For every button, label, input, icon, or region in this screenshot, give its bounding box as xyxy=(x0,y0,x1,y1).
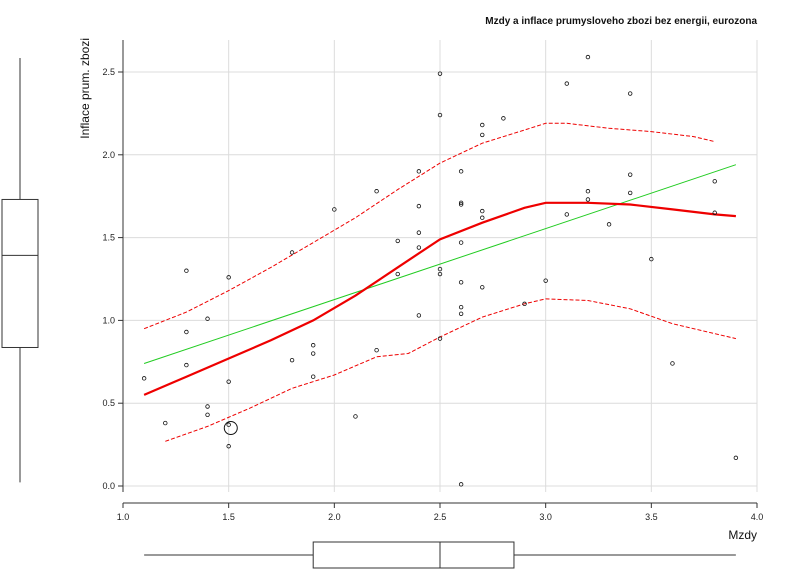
data-point xyxy=(374,348,379,353)
data-point xyxy=(458,169,464,174)
data-point xyxy=(480,132,485,138)
data-point xyxy=(628,172,633,177)
data-point xyxy=(205,404,210,409)
data-point xyxy=(226,379,231,384)
data-point xyxy=(437,112,443,118)
data-point xyxy=(543,278,548,283)
data-point xyxy=(501,116,506,121)
data-point xyxy=(458,240,464,245)
data-point xyxy=(480,215,485,220)
y-axis-title: Inflace prum. zbozi xyxy=(78,38,92,139)
linear-fit-line xyxy=(143,164,737,364)
axes: 1.0 1.5 2.0 2.5 3.0 3.5 4.0 0.0 0.5 1.0 1.5 2.0 2.5 xyxy=(102,40,763,522)
data-point xyxy=(395,238,400,244)
y-tick-label: 2.5 xyxy=(102,67,115,77)
data-point xyxy=(289,250,295,255)
data-point xyxy=(416,245,422,250)
data-point xyxy=(458,304,464,310)
data-point xyxy=(184,362,189,368)
data-point xyxy=(564,81,569,86)
x-tick-label: 2.0 xyxy=(328,512,341,522)
grid xyxy=(122,40,758,492)
data-point xyxy=(649,256,654,262)
y-tick-label: 2.0 xyxy=(102,150,115,160)
x-tick-label: 4.0 xyxy=(751,512,764,522)
boxplots xyxy=(1,58,736,569)
smooth-line xyxy=(143,201,736,396)
data-point xyxy=(712,179,717,184)
data-point xyxy=(458,200,464,206)
data-point xyxy=(141,376,147,381)
data-point xyxy=(184,329,189,335)
data-point xyxy=(416,203,422,209)
data-point xyxy=(416,230,422,235)
data-point xyxy=(458,311,464,316)
data-point xyxy=(416,313,422,318)
data-point xyxy=(353,414,358,419)
data-point xyxy=(670,361,675,366)
data-point xyxy=(311,374,316,379)
y-tick-label: 1.5 xyxy=(102,233,115,243)
chart-title: Mzdy a inflace prumysloveho zbozi bez en… xyxy=(485,16,757,27)
data-point xyxy=(226,444,231,449)
x-tick-label: 1.5 xyxy=(222,512,235,522)
data-point xyxy=(395,271,400,277)
highlighted-point xyxy=(223,421,238,436)
band-upper-line xyxy=(143,122,715,330)
data-point xyxy=(226,275,231,280)
y-boxplot-box xyxy=(1,198,39,348)
data-point xyxy=(205,412,210,417)
data-point xyxy=(628,190,633,196)
data-point xyxy=(480,208,485,214)
data-point xyxy=(416,169,422,174)
points-layer xyxy=(141,54,739,487)
y-tick-label: 1.0 xyxy=(102,315,115,325)
data-point xyxy=(163,420,168,426)
data-point xyxy=(480,285,485,290)
data-point xyxy=(585,189,591,194)
data-point xyxy=(437,266,443,272)
x-boxplot-box xyxy=(312,541,515,569)
data-point xyxy=(458,280,464,285)
data-point xyxy=(437,271,443,277)
x-axis-title: Mzdy xyxy=(728,528,757,542)
data-point xyxy=(458,482,464,487)
data-point xyxy=(184,268,189,273)
data-point xyxy=(628,91,633,96)
data-point xyxy=(332,207,337,212)
data-point xyxy=(226,422,231,427)
data-point xyxy=(289,357,295,363)
x-tick-label: 2.5 xyxy=(434,512,447,522)
x-tick-label: 3.5 xyxy=(645,512,658,522)
data-point xyxy=(585,197,591,202)
data-point xyxy=(733,455,739,461)
data-point xyxy=(458,202,464,207)
data-point xyxy=(585,54,591,60)
y-tick-label: 0.0 xyxy=(102,481,115,491)
data-point xyxy=(606,222,612,227)
data-point xyxy=(437,336,443,341)
data-point xyxy=(564,212,569,217)
data-point xyxy=(437,71,443,76)
data-point xyxy=(311,351,316,356)
data-point xyxy=(311,343,316,348)
x-tick-label: 1.0 xyxy=(117,512,130,522)
y-tick-label: 0.5 xyxy=(102,398,115,408)
data-point xyxy=(480,122,485,128)
data-point xyxy=(205,316,210,321)
x-tick-label: 3.0 xyxy=(539,512,552,522)
data-point xyxy=(522,301,527,307)
data-point xyxy=(712,210,717,215)
data-point xyxy=(374,189,379,194)
